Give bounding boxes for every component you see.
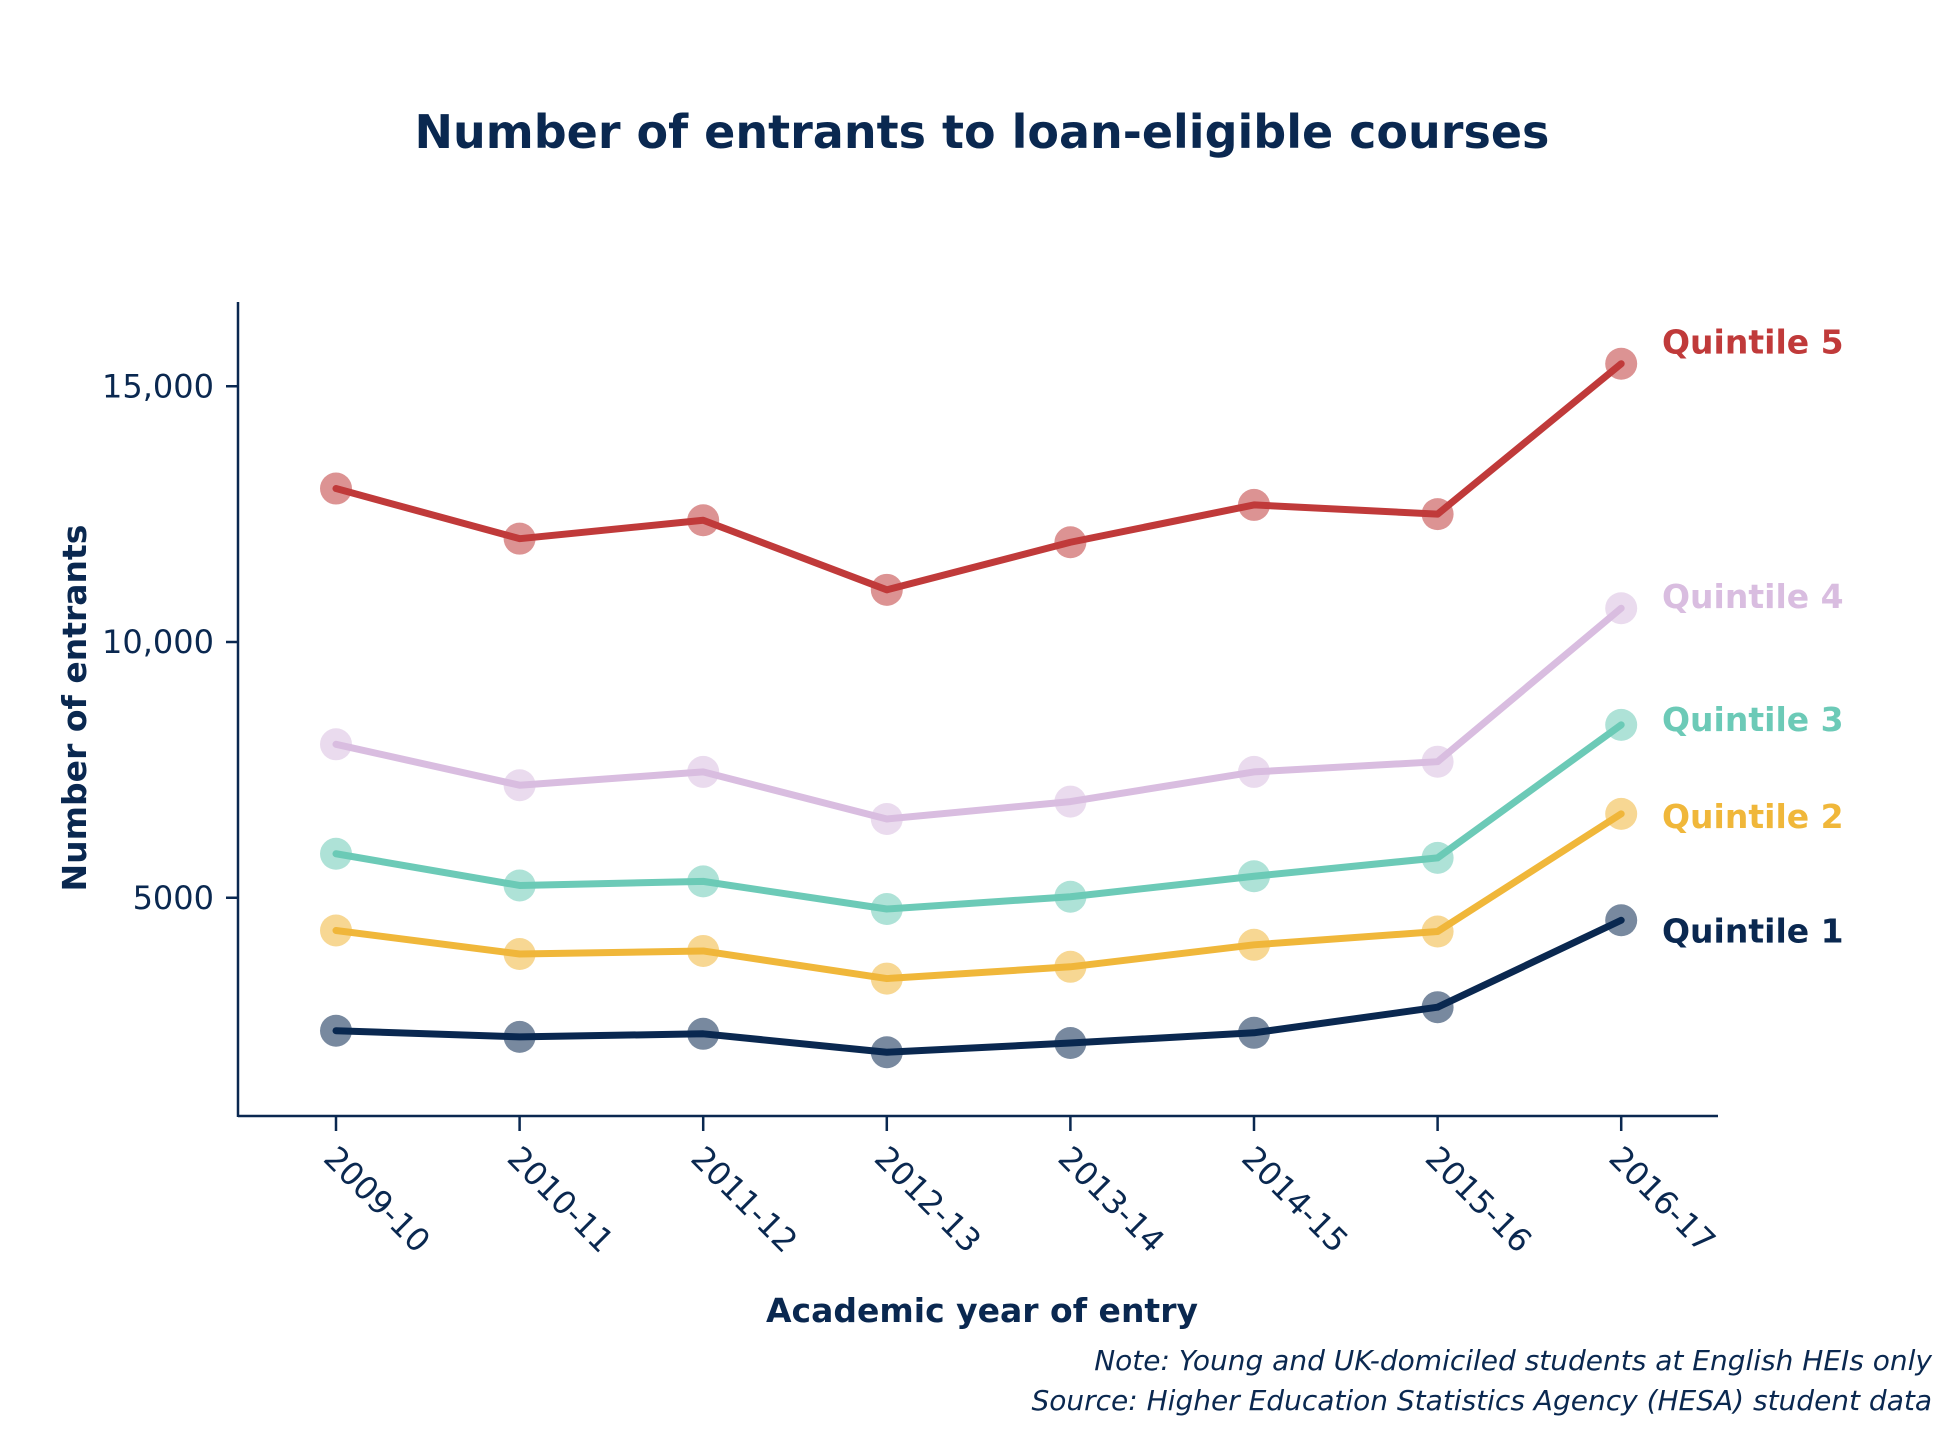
data-point [1054,880,1087,913]
data-point [1054,526,1087,559]
data-point [503,522,536,555]
series-label-quintile-4: Quintile 4 [1662,577,1844,616]
data-point [1238,1016,1270,1049]
series-quintile-4 [320,592,1638,835]
data-point [687,934,720,967]
x-tick-label: 2012-13 [867,1139,988,1260]
data-point [1605,592,1638,625]
data-point [870,893,903,926]
series-layer [320,347,1638,1069]
chart-title: Number of entrants to loan-eligible cour… [415,105,1550,159]
series-line-quintile-5 [332,360,1625,594]
data-point [1238,860,1270,893]
source-text: Source: Higher Education Statistics Agen… [1032,1384,1933,1417]
data-point [1605,904,1638,937]
series-label-quintile-3: Quintile 3 [1662,700,1844,739]
note-text: Note: Young and UK-domiciled students at… [1094,1344,1932,1377]
y-tick-label: 15,000 [102,367,214,405]
data-point [1054,950,1087,983]
x-tick-label: 2015-16 [1418,1139,1539,1260]
y-tick-label: 10,000 [102,623,214,661]
data-point [1054,785,1087,818]
data-point [1421,745,1454,778]
x-tick-label: 2011-12 [684,1139,805,1260]
x-tick-label: 2010-11 [500,1139,621,1260]
data-point [503,1020,536,1053]
series-label-quintile-5: Quintile 5 [1662,323,1844,362]
data-point [503,938,536,971]
series-quintile-3 [320,708,1638,926]
series-line-quintile-4 [332,604,1625,823]
data-point [320,472,352,505]
data-point [1421,991,1454,1024]
series-quintile-2 [320,797,1638,995]
data-point [320,1014,352,1047]
series-label-quintile-1: Quintile 1 [1662,911,1844,950]
series-line-quintile-2 [332,810,1625,983]
series-quintile-1 [320,904,1638,1069]
data-point [1605,347,1638,380]
data-point [1238,488,1270,521]
series-labels: Quintile 5 Quintile 4 Quintile 3 Quintile 2… [1662,323,1844,951]
x-tick-label: 2016-17 [1602,1139,1723,1260]
data-point [1421,915,1454,948]
y-axis-title: Number of entrants [55,525,94,892]
series-line-quintile-3 [332,721,1625,913]
data-point [687,865,720,898]
x-tick-label: 2009-10 [316,1139,437,1260]
data-point [687,504,720,537]
axes [236,302,1718,1118]
data-point [687,755,720,788]
data-point [1421,498,1454,531]
data-point [1238,928,1270,961]
data-point [870,1036,903,1069]
x-ticks: 2009-10 2010-11 2011-12 2012-13 2013-14 2014-… [316,1117,1723,1260]
data-point [1605,708,1638,741]
x-tick-label: 2014-15 [1234,1139,1355,1260]
data-point [503,869,536,902]
series-line-quintile-1 [332,916,1625,1056]
data-point [320,728,352,761]
data-point [1238,755,1270,788]
x-axis-title: Academic year of entry [766,1291,1198,1330]
series-quintile-5 [320,347,1638,606]
data-point [320,837,352,870]
data-point [870,802,903,835]
data-point [687,1017,720,1050]
data-point [870,962,903,995]
data-point [1421,841,1454,874]
data-point [1054,1027,1087,1060]
series-label-quintile-2: Quintile 2 [1662,797,1844,836]
data-point [1605,797,1638,830]
data-point [503,769,536,802]
data-point [870,573,903,606]
y-ticks: 5000 10,000 15,000 [102,367,238,917]
data-point [320,914,352,947]
y-tick-label: 5000 [133,879,214,917]
x-tick-label: 2013-14 [1051,1139,1172,1260]
